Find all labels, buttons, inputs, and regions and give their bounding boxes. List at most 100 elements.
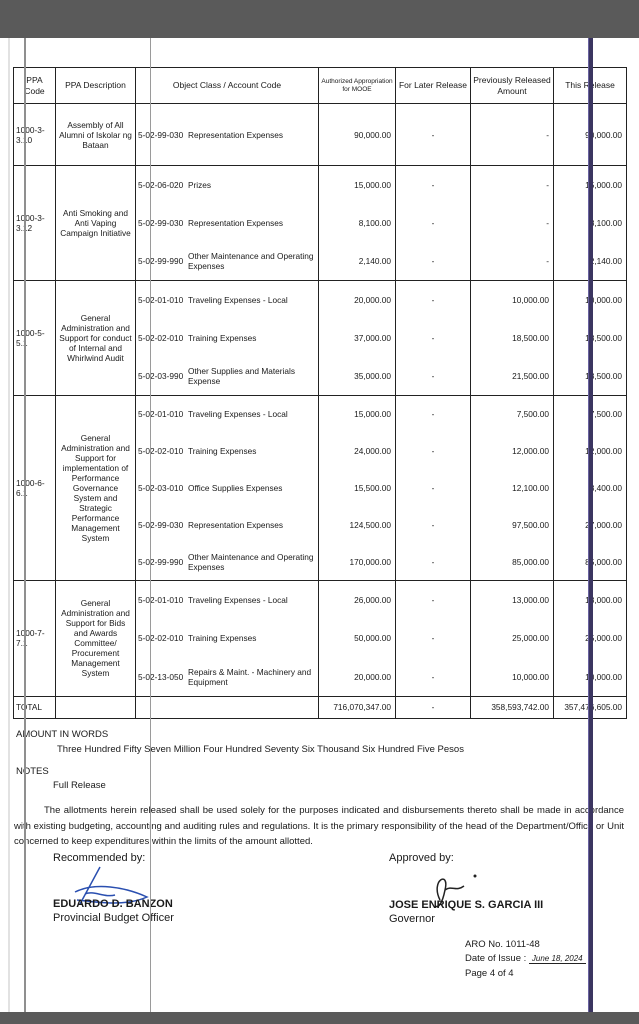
previously-released-amount: 21,500.00 xyxy=(470,357,554,396)
ppa-description: General Administration and Support for B… xyxy=(55,579,136,697)
account-code: 5-02-01-010 xyxy=(138,409,184,420)
ppa-code: 1000-7-7.1 xyxy=(13,579,56,697)
object-class: 5-02-99-990 Other Maintenance and Operati… xyxy=(135,543,319,581)
account-name: Other Maintenance and Operating Expenses xyxy=(188,251,314,272)
for-later-amount: - xyxy=(395,318,471,358)
previously-released-amount: 97,500.00 xyxy=(470,506,554,544)
authorized-amount: 50,000.00 xyxy=(318,619,396,658)
previously-released-amount: - xyxy=(470,242,554,281)
authorized-amount: 35,000.00 xyxy=(318,357,396,396)
page-edge xyxy=(8,38,10,1012)
table-row: 1000-5-5.1 General Administration and Sup… xyxy=(13,279,627,396)
previously-released-amount: 85,000.00 xyxy=(470,543,554,581)
previously-released-amount: 25,000.00 xyxy=(470,619,554,658)
ppa-code: 1000-3-3.12 xyxy=(13,165,56,281)
authorized-amount: 15,000.00 xyxy=(318,164,396,204)
total-authorized: 716,070,347.00 xyxy=(318,695,396,719)
account-code: 5-02-99-030 xyxy=(138,217,184,228)
table-row: 5-02-03-990 Other Supplies and Materials … xyxy=(14,357,627,396)
for-later-amount: - xyxy=(395,469,471,507)
total-row: TOTAL 716,070,347.00 - 358,593,742.00 35… xyxy=(13,695,627,719)
header-ppa-code: PPA Code xyxy=(13,67,56,104)
disclaimer-paragraph: The allotments herein released shall be … xyxy=(14,805,624,847)
account-code: 5-02-03-990 xyxy=(138,371,184,382)
object-class: 5-02-13-050 Repairs & Maint. - Machinery … xyxy=(135,657,319,697)
for-later-amount: - xyxy=(395,103,471,166)
for-later-amount: - xyxy=(395,543,471,581)
authorized-amount: 20,000.00 xyxy=(318,657,396,697)
scan-artifact-line xyxy=(588,38,593,1012)
account-name: Training Expenses xyxy=(188,633,257,644)
account-code: 5-02-99-990 xyxy=(138,556,184,567)
total-for-later: - xyxy=(395,695,471,719)
date-label: Date of Issue : xyxy=(465,953,527,964)
account-code: 5-02-99-990 xyxy=(138,256,184,267)
for-later-amount: - xyxy=(395,279,471,319)
for-later-amount: - xyxy=(395,203,471,243)
authorized-amount: 2,140.00 xyxy=(318,242,396,281)
previously-released-amount: 12,100.00 xyxy=(470,469,554,507)
allotment-table: PPA Code PPA Description Object Class / … xyxy=(13,67,627,719)
for-later-amount: - xyxy=(395,432,471,470)
object-class: 5-02-99-030 Representation Expenses xyxy=(135,103,319,166)
ppa-code: 1000-3-3.10 xyxy=(13,103,56,166)
recommended-name: EDUARDO D. BANZON xyxy=(53,898,173,910)
header-ppa-description: PPA Description xyxy=(55,67,136,104)
object-class: 5-02-99-990 Other Maintenance and Operati… xyxy=(135,242,319,281)
account-code: 5-02-02-010 xyxy=(138,633,184,644)
previously-released-amount: 13,000.00 xyxy=(470,579,554,620)
signature-garcia xyxy=(434,874,477,908)
header-for-later: For Later Release xyxy=(395,67,471,104)
account-name: Prizes xyxy=(188,179,212,190)
authorized-amount: 124,500.00 xyxy=(318,506,396,544)
previously-released-amount: 7,500.00 xyxy=(470,394,554,433)
account-name: Traveling Expenses - Local xyxy=(188,595,288,606)
account-code: 5-02-02-010 xyxy=(138,332,184,343)
object-class: 5-02-03-990 Other Supplies and Materials … xyxy=(135,357,319,396)
header-authorized: Authorized Appropriation for MOOE xyxy=(318,67,396,104)
authorized-amount: 24,000.00 xyxy=(318,432,396,470)
authorized-amount: 37,000.00 xyxy=(318,318,396,358)
account-code: 5-02-99-030 xyxy=(138,519,184,530)
authorized-amount: 20,000.00 xyxy=(318,279,396,319)
table-row: 5-02-99-030 Representation Expenses 8,100.… xyxy=(14,203,627,243)
recommended-title: Provincial Budget Officer xyxy=(53,912,174,924)
object-class: 5-02-01-010 Traveling Expenses - Local xyxy=(135,579,319,620)
scan-border-top xyxy=(0,0,639,38)
amount-in-words-label: AMOUNT IN WORDS xyxy=(16,729,109,740)
account-name: Office Supplies Expenses xyxy=(188,482,283,493)
account-name: Representation Expenses xyxy=(188,519,284,530)
recommended-label: Recommended by: xyxy=(53,852,146,864)
for-later-amount: - xyxy=(395,242,471,281)
account-code: 5-02-02-010 xyxy=(138,445,184,456)
table-row: 1000-7-7.1 General Administration and Sup… xyxy=(13,579,627,697)
total-previously: 358,593,742.00 xyxy=(470,695,554,719)
approved-name: JOSE ENRIQUE S. GARCIA III xyxy=(389,899,544,911)
previously-released-amount: - xyxy=(470,164,554,204)
for-later-amount: - xyxy=(395,164,471,204)
object-class: 5-02-01-010 Traveling Expenses - Local xyxy=(135,279,319,319)
total-label: TOTAL xyxy=(13,695,56,719)
table-row: 1000-6-6.1 General Administration and Sup… xyxy=(13,394,627,581)
header-object-class: Object Class / Account Code xyxy=(135,67,319,104)
object-class: 5-02-03-010 Office Supplies Expenses xyxy=(135,469,319,507)
authorized-amount: 90,000.00 xyxy=(318,103,396,166)
approved-label: Approved by: xyxy=(389,852,454,864)
page-number: Page 4 of 4 xyxy=(465,968,514,979)
object-class: 5-02-02-010 Training Expenses xyxy=(135,318,319,358)
table-row: 5-02-99-990 Other Maintenance and Operati… xyxy=(14,242,627,281)
previously-released-amount: 10,000.00 xyxy=(470,657,554,697)
signature-banzon xyxy=(74,866,149,905)
object-class: 5-02-06-020 Prizes xyxy=(135,164,319,204)
account-name: Traveling Expenses - Local xyxy=(188,294,288,305)
account-code: 5-02-01-010 xyxy=(138,595,184,606)
date-handwritten: June 18, 2024 xyxy=(528,954,586,964)
account-code: 5-02-99-030 xyxy=(138,129,184,140)
ppa-description: General Administration and Support for c… xyxy=(55,279,136,396)
previously-released-amount: 10,000.00 xyxy=(470,279,554,319)
account-code: 5-02-06-020 xyxy=(138,179,184,190)
authorized-amount: 8,100.00 xyxy=(318,203,396,243)
aro-number: ARO No. 1011-48 xyxy=(465,939,540,950)
authorized-amount: 170,000.00 xyxy=(318,543,396,581)
account-name: Representation Expenses xyxy=(188,217,284,228)
